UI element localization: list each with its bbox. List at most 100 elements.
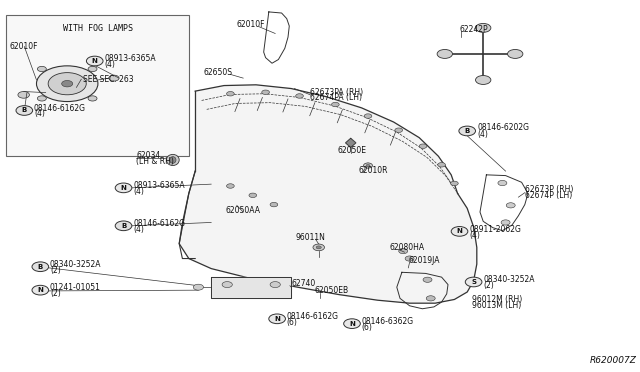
Circle shape [262, 90, 269, 94]
Text: (LH & RH): (LH & RH) [136, 157, 174, 166]
Circle shape [459, 126, 476, 136]
Text: 62050E: 62050E [338, 146, 367, 155]
Text: 62080HA: 62080HA [389, 243, 424, 252]
Circle shape [48, 73, 86, 95]
Circle shape [109, 75, 119, 81]
Circle shape [366, 164, 370, 167]
FancyBboxPatch shape [6, 15, 189, 156]
Circle shape [37, 96, 46, 101]
Circle shape [61, 80, 73, 87]
Circle shape [405, 256, 414, 261]
Text: 08913-6365A: 08913-6365A [104, 54, 156, 63]
Text: 62674PA (LH): 62674PA (LH) [310, 93, 362, 102]
Circle shape [32, 285, 49, 295]
Text: (6): (6) [362, 323, 372, 332]
Circle shape [249, 193, 257, 198]
Text: N: N [274, 316, 280, 322]
Text: 62673PA (RH): 62673PA (RH) [310, 88, 364, 97]
Text: R620007Z: R620007Z [590, 356, 637, 365]
Text: 62740: 62740 [291, 279, 316, 288]
Text: 62010F: 62010F [237, 20, 266, 29]
Circle shape [270, 282, 280, 288]
Text: 62050EB: 62050EB [315, 286, 349, 295]
Text: 08911-2062G: 08911-2062G [469, 225, 521, 234]
Circle shape [451, 181, 458, 186]
Circle shape [438, 163, 445, 167]
Circle shape [501, 220, 510, 225]
Text: 62010F: 62010F [10, 42, 38, 51]
Text: N: N [37, 287, 44, 293]
Circle shape [419, 144, 427, 148]
Ellipse shape [166, 154, 179, 166]
Circle shape [222, 282, 232, 288]
Text: SEE SEC. 263: SEE SEC. 263 [83, 75, 134, 84]
Circle shape [332, 102, 339, 107]
Circle shape [364, 163, 372, 168]
Ellipse shape [170, 157, 176, 163]
Circle shape [32, 262, 49, 272]
Circle shape [426, 296, 435, 301]
Circle shape [86, 56, 103, 66]
Circle shape [476, 23, 491, 32]
Polygon shape [179, 85, 477, 303]
Circle shape [227, 184, 234, 188]
Text: B: B [38, 264, 43, 270]
Circle shape [395, 128, 403, 132]
Text: N: N [120, 185, 127, 191]
Circle shape [476, 76, 491, 84]
Text: (4): (4) [133, 225, 144, 234]
Text: S: S [471, 279, 476, 285]
Text: 62019JA: 62019JA [408, 256, 440, 265]
Circle shape [115, 221, 132, 231]
Text: N: N [92, 58, 98, 64]
Text: B: B [465, 128, 470, 134]
Text: (4): (4) [477, 130, 488, 139]
Circle shape [269, 314, 285, 324]
Text: 08146-6362G: 08146-6362G [362, 317, 413, 326]
Text: 96013M (LH): 96013M (LH) [472, 301, 522, 310]
Circle shape [313, 244, 324, 251]
Circle shape [18, 92, 29, 98]
Circle shape [506, 203, 515, 208]
Text: WITH FOG LAMPS: WITH FOG LAMPS [63, 24, 132, 33]
Text: (4): (4) [34, 109, 45, 118]
Text: (6): (6) [287, 318, 298, 327]
Text: 08913-6365A: 08913-6365A [133, 181, 185, 190]
Circle shape [423, 277, 432, 282]
Circle shape [270, 202, 278, 207]
Circle shape [36, 66, 98, 102]
Text: 01241-01051: 01241-01051 [50, 283, 100, 292]
Text: N: N [456, 228, 463, 234]
Text: 62673P (RH): 62673P (RH) [525, 185, 573, 194]
Circle shape [498, 180, 507, 186]
Text: 62010R: 62010R [358, 166, 388, 174]
Circle shape [344, 319, 360, 328]
Circle shape [508, 49, 523, 58]
Text: (2): (2) [483, 281, 494, 290]
Circle shape [88, 96, 97, 101]
Text: (2): (2) [50, 289, 61, 298]
Text: 62034: 62034 [136, 151, 161, 160]
Circle shape [465, 277, 482, 287]
Text: N: N [349, 321, 355, 327]
Circle shape [296, 94, 303, 98]
Circle shape [88, 66, 97, 71]
Circle shape [115, 183, 132, 193]
Circle shape [16, 106, 33, 115]
Circle shape [399, 248, 408, 254]
Text: (4): (4) [133, 187, 144, 196]
Text: 62650S: 62650S [204, 68, 232, 77]
Polygon shape [211, 277, 291, 298]
Text: 62674P (LH): 62674P (LH) [525, 191, 572, 200]
Polygon shape [346, 138, 356, 147]
Text: 08340-3252A: 08340-3252A [483, 275, 534, 284]
Text: 08340-3252A: 08340-3252A [50, 260, 101, 269]
Text: (2): (2) [50, 266, 61, 275]
Circle shape [437, 49, 452, 58]
Circle shape [451, 227, 468, 236]
Circle shape [193, 284, 204, 290]
Text: (4): (4) [469, 231, 480, 240]
Text: 96011N: 96011N [296, 233, 326, 242]
Text: 62050AA: 62050AA [225, 206, 260, 215]
Text: 08146-6162G: 08146-6162G [133, 219, 185, 228]
